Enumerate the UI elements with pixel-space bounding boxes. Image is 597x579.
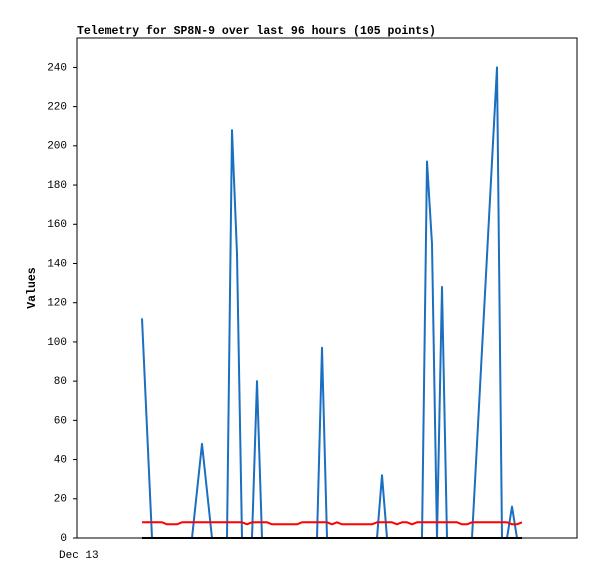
y-tick-label: 20	[54, 494, 67, 506]
y-tick-label: 140	[47, 258, 67, 270]
x-tick-label: Dec 13	[59, 550, 99, 562]
chart-title: Telemetry for SP8N-9 over last 96 hours …	[77, 25, 436, 38]
y-tick-label: 240	[47, 62, 67, 74]
y-axis-label: Values	[26, 267, 39, 309]
y-tick-label: 100	[47, 337, 67, 349]
y-tick-label: 120	[47, 298, 67, 310]
y-tick-label: 160	[47, 219, 67, 231]
y-tick-label: 180	[47, 180, 67, 192]
y-tick-label: 0	[60, 533, 67, 545]
y-tick-label: 40	[54, 454, 67, 466]
y-tick-label: 60	[54, 415, 67, 427]
y-tick-label: 80	[54, 376, 67, 388]
y-tick-label: 200	[47, 141, 67, 153]
series-line	[141, 66, 522, 539]
series-line	[142, 521, 523, 526]
y-tick-label: 220	[47, 102, 67, 114]
